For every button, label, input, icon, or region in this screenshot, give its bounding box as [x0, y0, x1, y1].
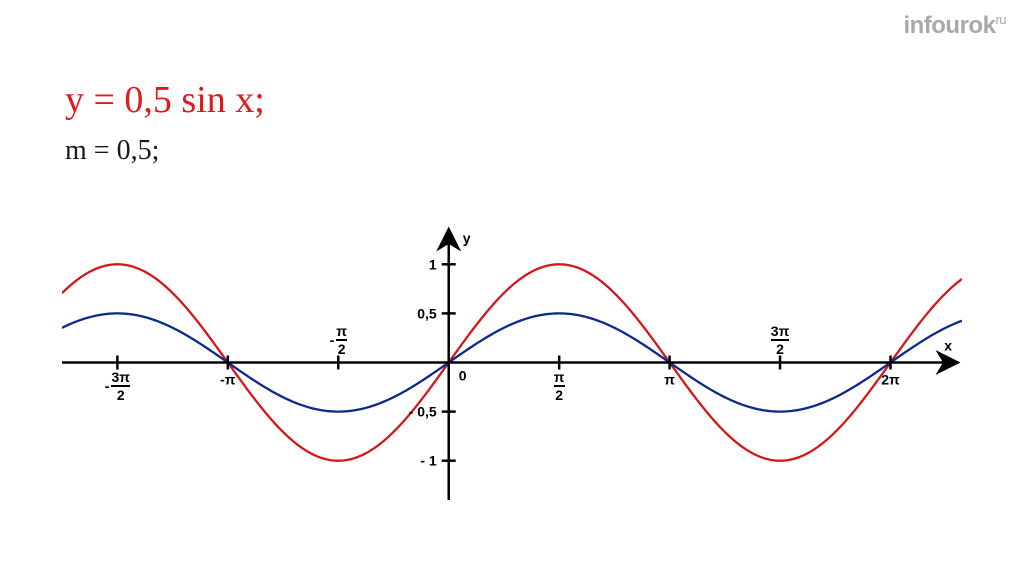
x-tick-label: π2 — [539, 367, 579, 405]
x-tick-label: 2π — [881, 372, 900, 388]
parameter-subtitle: m = 0,5; — [65, 135, 159, 167]
origin-label: 0 — [459, 368, 467, 384]
x-tick-label: -3π2 — [97, 367, 137, 405]
x-tick-label: π — [664, 372, 675, 388]
y-axis-label: y — [463, 230, 471, 246]
logo: infourokru — [903, 12, 1006, 40]
y-tick-label: - 0,5 — [409, 404, 437, 420]
x-tick-label: 3π2 — [760, 321, 800, 359]
x-tick-label: -π2 — [318, 321, 358, 359]
y-tick-label: 1 — [429, 256, 437, 272]
y-tick-label: - 1 — [420, 453, 437, 469]
sine-chart: -3π2 -π -π2 π2 π 3π2 2π 1 0,5 - 0,5 - 1 0 y x — [62, 225, 962, 500]
logo-suffix: ru — [995, 12, 1006, 27]
logo-text: infourok — [903, 12, 995, 39]
x-axis-label: x — [944, 338, 952, 354]
y-tick-label: 0,5 — [417, 305, 437, 321]
x-tick-label: -π — [220, 372, 236, 388]
equation-title: y = 0,5 sin x; — [65, 78, 265, 122]
